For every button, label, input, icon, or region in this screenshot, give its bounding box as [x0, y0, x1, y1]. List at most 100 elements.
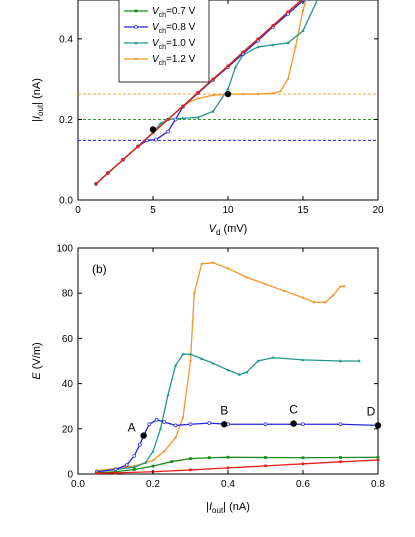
point-label-c: C — [289, 403, 298, 417]
panel-b-y-tick-label: 40 — [62, 379, 74, 390]
panel-a-data-point — [301, 29, 305, 32]
panel-b-data-point — [174, 436, 177, 440]
panel-b-data-point — [263, 422, 268, 427]
panel-b-data-point — [151, 459, 155, 462]
panel-b-data-point — [189, 359, 192, 363]
panel-b-data-point — [264, 282, 267, 286]
panel-a-marker — [149, 126, 157, 133]
panel-a-data-point — [256, 45, 260, 49]
panel-a-data-point — [286, 41, 290, 45]
point-marker-d — [374, 422, 382, 429]
panel-b-data-point — [245, 276, 248, 279]
legend-box — [118, 0, 210, 83]
panel-b-data-point — [211, 361, 215, 365]
panel-b-data-point — [188, 352, 193, 356]
panel-a-data-point — [286, 10, 290, 14]
panel-b-x-tick-label: 0.8 — [371, 479, 385, 490]
panel-b-x-tick-label: 0.2 — [146, 479, 160, 490]
panel-a-data-point — [166, 129, 170, 134]
panel-b-data-point — [338, 422, 343, 427]
panel-a-data-point — [226, 87, 230, 91]
panel-b-data-point — [237, 372, 241, 376]
panel-a-data-point — [181, 116, 185, 120]
panel-b-data-point — [331, 294, 335, 297]
point-marker-c — [290, 420, 297, 427]
panel-b-data-point — [200, 262, 203, 266]
panel-a-data-point — [271, 43, 275, 47]
panel-b-x-tick-label: 0.6 — [296, 479, 310, 490]
panel-a-legend: Vch=0.7 V Vch=0.8 V Vch=1.0 V Vch=1.2 V — [118, 0, 210, 83]
panel-a-x-axis-title: Vd (mV) — [209, 223, 248, 237]
panel-a-data-point — [233, 65, 238, 69]
panel-a-data-point — [271, 92, 275, 95]
panel-b-x-tick-label: 0.0 — [71, 479, 85, 490]
panel-a-data-point — [294, 45, 297, 49]
panel-a-x-tick-label: 0 — [75, 205, 81, 216]
panel-b-data-point — [301, 358, 305, 362]
legend-label: Vch=0.8 V — [152, 22, 196, 35]
panel-a-data-point — [181, 104, 185, 108]
panel-a-data-point — [241, 50, 245, 54]
panel-a-data-point — [271, 24, 275, 28]
panel-a-data-point — [226, 64, 230, 68]
panel-a-data-point — [196, 90, 200, 94]
panel-a-data-point — [211, 77, 215, 81]
panel-b-data-point — [301, 296, 305, 299]
panel-b-data-point — [339, 285, 342, 288]
panel-b-data-point — [271, 355, 275, 359]
panel-b-label: (b) — [92, 262, 107, 276]
panel-a-data-point — [136, 144, 140, 148]
legend-label: Vch=1.2 V — [152, 54, 196, 67]
panel-a-data-point — [256, 92, 260, 96]
panel-a-x-tick-label: 5 — [150, 205, 156, 216]
panel-b-data-point — [207, 456, 211, 460]
panel-b-data-point — [226, 368, 230, 372]
panel-a-data-point — [158, 121, 163, 125]
panel-b-data-point — [226, 455, 230, 459]
panel-b-y-axis-title: E (V/m) — [31, 342, 43, 379]
panel-b-series-line — [96, 459, 379, 474]
panel-b-data-point — [283, 289, 286, 293]
panel-b-data-point — [256, 359, 260, 363]
legend-swatch-marker — [134, 41, 138, 45]
point-label-d: D — [367, 404, 376, 418]
panel-b-y-tick-label: 20 — [62, 424, 74, 435]
panel-b-data-point — [151, 464, 155, 468]
panel-b-data-point — [264, 464, 267, 468]
panel-b-data-point — [170, 460, 174, 463]
panel-b-data-point — [226, 267, 230, 270]
panel-b-data-point — [339, 460, 342, 464]
panel-b-data-point — [173, 423, 178, 428]
panel-a-x-tick-label: 10 — [222, 205, 234, 216]
panel-a-y-tick-label: 0.0 — [59, 196, 73, 207]
panel-b-data-point — [357, 359, 361, 363]
legend-swatch-marker — [134, 25, 138, 29]
panel-b-data-point — [143, 460, 148, 464]
panel-a-x-tick-label: 20 — [372, 205, 384, 216]
panel-b-data-point — [313, 301, 316, 304]
panel-b-data-point — [158, 427, 163, 430]
panel-a-data-point — [211, 94, 215, 97]
panel-b-data-point — [162, 420, 167, 424]
panel-b-data-point — [301, 462, 305, 466]
panel-b-data-point — [138, 442, 142, 447]
panel-a-data-point — [121, 158, 125, 162]
panel-b-data-point — [301, 456, 305, 460]
panel-b: (b) 0.0 0.2 0.4 0.6 0.8 0 20 40 60 80 100 A B C D |Io… — [31, 244, 385, 516]
panel-b-data-point — [132, 454, 137, 458]
panel-b-data-point — [154, 417, 159, 422]
panel-a-data-point — [166, 117, 170, 121]
panel-b-data-point — [188, 422, 193, 427]
point-label-a: A — [128, 421, 136, 435]
panel-b-series-points — [95, 352, 361, 473]
panel-a-data-point — [196, 115, 200, 119]
panel-b-data-point — [189, 468, 192, 472]
point-marker-b — [221, 421, 228, 428]
point-marker-a — [140, 432, 147, 439]
panel-b-data-point — [226, 466, 230, 470]
panel-a-data-point — [154, 137, 158, 142]
panel-b-data-point — [339, 456, 342, 459]
panel-b-series-points — [95, 458, 380, 475]
panel-b-data-point — [173, 363, 178, 367]
